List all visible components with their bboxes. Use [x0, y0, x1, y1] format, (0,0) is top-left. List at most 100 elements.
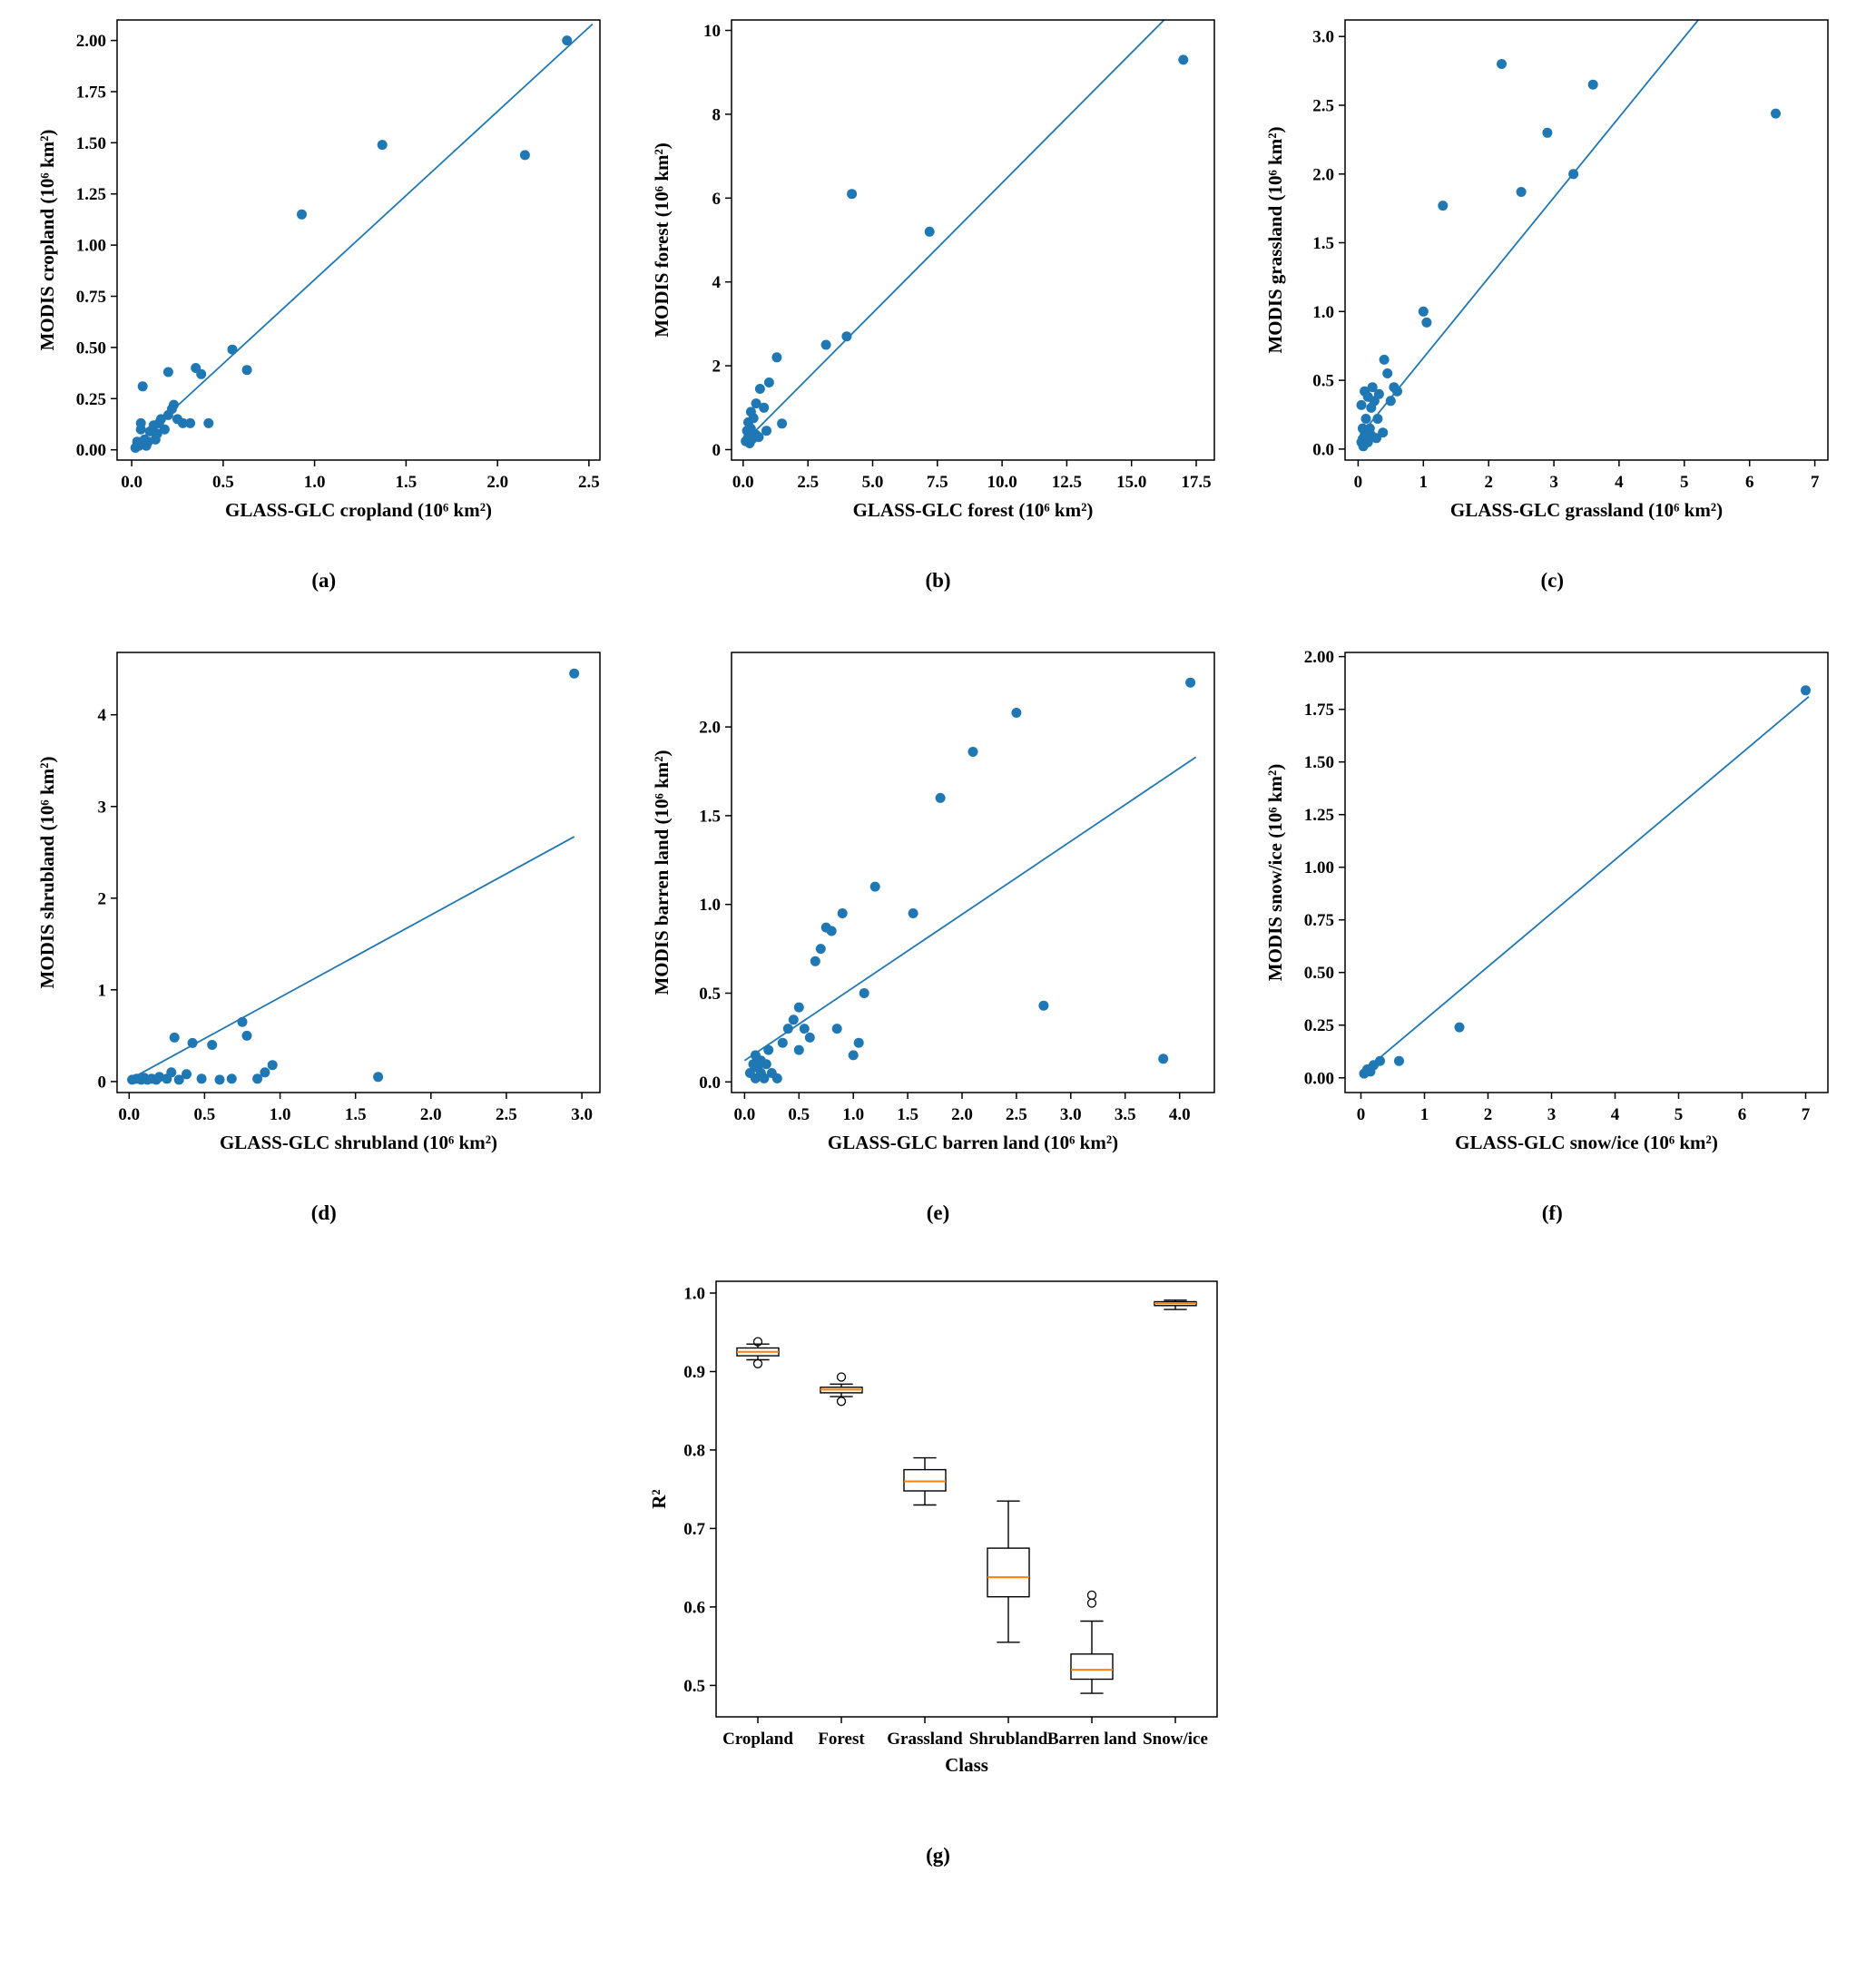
svg-text:0.5: 0.5	[1313, 372, 1335, 391]
svg-text:1.25: 1.25	[1304, 806, 1334, 825]
subplot-caption-c: (c)	[1540, 569, 1565, 592]
boxplot-row: 0.5 0.6 0.7 0.8 0.9 1.0 Cropland Forest Grasslan…	[0, 1269, 1876, 1867]
svg-text:0.0: 0.0	[732, 473, 753, 492]
svg-text:0.0: 0.0	[118, 1105, 140, 1124]
svg-text:3.0: 3.0	[1059, 1105, 1081, 1124]
subplot-r2-boxplot: 0.5 0.6 0.7 0.8 0.9 1.0 Cropland Forest Grasslan…	[643, 1269, 1233, 1867]
svg-text:GLASS-GLC forest (10⁶ km²): GLASS-GLC forest (10⁶ km²)	[852, 499, 1093, 521]
svg-text:7: 7	[1802, 1105, 1811, 1124]
subplot-caption-g: (g)	[926, 1844, 950, 1867]
svg-text:1.25: 1.25	[76, 185, 106, 204]
svg-text:2: 2	[97, 889, 106, 908]
svg-text:4: 4	[97, 706, 106, 725]
r2-boxplot: 0.5 0.6 0.7 0.8 0.9 1.0 Cropland Forest Grasslan…	[643, 1269, 1233, 1804]
svg-text:0.25: 0.25	[1304, 1016, 1334, 1035]
svg-text:0.5: 0.5	[699, 985, 721, 1004]
svg-text:0.5: 0.5	[193, 1105, 215, 1124]
svg-text:2.0: 2.0	[420, 1105, 442, 1124]
svg-text:0.0: 0.0	[121, 473, 142, 492]
svg-text:0.5: 0.5	[683, 1677, 705, 1696]
svg-text:2: 2	[1484, 1105, 1493, 1124]
svg-text:3: 3	[1547, 1105, 1557, 1124]
svg-text:1.0: 1.0	[303, 473, 325, 492]
svg-text:2.5: 2.5	[797, 473, 819, 492]
svg-text:12.5: 12.5	[1051, 473, 1081, 492]
svg-text:6: 6	[1745, 473, 1754, 492]
svg-text:R²: R²	[648, 1489, 670, 1508]
svg-text:0.5: 0.5	[788, 1105, 810, 1124]
svg-text:0: 0	[97, 1073, 106, 1092]
subplot-forest: 0.0 2.5 5.0 7.5 10.0 12.5 15.0 17.5 0 2 4 6 8 10 GLASS…	[648, 7, 1229, 593]
svg-text:2.0: 2.0	[699, 719, 721, 738]
svg-text:1.0: 1.0	[842, 1105, 864, 1124]
svg-text:1.00: 1.00	[1304, 858, 1334, 877]
svg-text:1.5: 1.5	[699, 807, 721, 826]
svg-text:0.75: 0.75	[76, 288, 106, 307]
svg-text:2.0: 2.0	[486, 473, 508, 492]
shrubland-scatter-plot: 0.0 0.5 1.0 1.5 2.0 2.5 3.0 0 1 2 3 4 GLASS-GLC shru…	[34, 640, 614, 1162]
svg-text:1.50: 1.50	[76, 134, 106, 153]
figure-panel: 0.0 0.5 1.0 1.5 2.0 2.5 0.00 0.25 0.50 0.75 1.00 1.…	[0, 7, 1876, 1867]
svg-text:0: 0	[1357, 1105, 1366, 1124]
svg-text:0.0: 0.0	[733, 1105, 755, 1124]
svg-text:7: 7	[1811, 473, 1820, 492]
svg-text:0.7: 0.7	[683, 1520, 705, 1539]
svg-text:Forest: Forest	[818, 1730, 865, 1749]
subplot-caption-d: (d)	[310, 1201, 337, 1224]
svg-text:4: 4	[1611, 1105, 1620, 1124]
svg-text:4.0: 4.0	[1168, 1105, 1190, 1124]
subplot-caption-a: (a)	[311, 569, 337, 592]
svg-text:0.5: 0.5	[212, 473, 234, 492]
svg-text:5: 5	[1680, 473, 1689, 492]
svg-text:2.5: 2.5	[1313, 97, 1335, 116]
svg-text:MODIS snow/ice (10⁶ km²): MODIS snow/ice (10⁶ km²)	[1264, 764, 1286, 982]
svg-text:GLASS-GLC snow/ice (10⁶ km²): GLASS-GLC snow/ice (10⁶ km²)	[1455, 1132, 1718, 1153]
svg-text:2.5: 2.5	[496, 1105, 517, 1124]
svg-text:0.8: 0.8	[683, 1441, 705, 1460]
svg-text:17.5: 17.5	[1181, 473, 1211, 492]
svg-text:1.5: 1.5	[897, 1105, 918, 1124]
svg-text:1.75: 1.75	[76, 83, 106, 103]
svg-text:1.0: 1.0	[683, 1285, 705, 1304]
svg-text:2: 2	[1485, 473, 1494, 492]
svg-text:4: 4	[712, 273, 721, 292]
barren-land-scatter-plot: 0.0 0.5 1.0 1.5 2.0 2.5 3.0 3.5 4.0 0.0 0.5 1.0 1.5 2…	[648, 640, 1229, 1162]
svg-text:3.0: 3.0	[571, 1105, 593, 1124]
svg-text:MODIS cropland (10⁶ km²): MODIS cropland (10⁶ km²)	[36, 130, 58, 351]
svg-text:Cropland: Cropland	[722, 1730, 793, 1749]
svg-text:2.0: 2.0	[1313, 165, 1335, 184]
svg-text:0.25: 0.25	[76, 390, 106, 409]
svg-text:10: 10	[703, 22, 721, 41]
svg-text:3.0: 3.0	[1313, 28, 1335, 47]
svg-text:0: 0	[712, 441, 721, 460]
svg-text:GLASS-GLC cropland (10⁶ km²): GLASS-GLC cropland (10⁶ km²)	[225, 499, 492, 521]
svg-text:1: 1	[1420, 1105, 1429, 1124]
snow-ice-scatter-plot: 0 1 2 3 4 5 6 7 0.00 0.25 0.50 0.75 1.00 1.25 1.50 1.75…	[1262, 640, 1842, 1162]
svg-text:0: 0	[1354, 473, 1363, 492]
svg-text:3.5: 3.5	[1114, 1105, 1135, 1124]
svg-text:2.0: 2.0	[951, 1105, 973, 1124]
svg-text:3: 3	[97, 798, 106, 817]
scatter-row-2: 0.0 0.5 1.0 1.5 2.0 2.5 3.0 0 1 2 3 4 GLASS-GLC shru…	[0, 640, 1876, 1225]
svg-text:MODIS barren land (10⁶ km²): MODIS barren land (10⁶ km²)	[651, 750, 673, 995]
svg-text:8: 8	[712, 105, 721, 124]
svg-text:1: 1	[1419, 473, 1429, 492]
svg-text:6: 6	[1738, 1105, 1747, 1124]
svg-text:Class: Class	[945, 1754, 988, 1776]
svg-text:7.5: 7.5	[926, 473, 948, 492]
svg-text:1.5: 1.5	[395, 473, 417, 492]
svg-text:MODIS grassland (10⁶ km²): MODIS grassland (10⁶ km²)	[1264, 126, 1286, 353]
svg-text:1.0: 1.0	[699, 896, 721, 915]
subplot-grassland: 0 1 2 3 4 5 6 7 0.0 0.5 1.0 1.5 2.0 2.5 3.0 GLASS-GLC g…	[1262, 7, 1842, 593]
svg-text:3: 3	[1550, 473, 1559, 492]
svg-text:2.00: 2.00	[1304, 648, 1334, 667]
svg-text:10.0: 10.0	[987, 473, 1017, 492]
svg-text:Barren land: Barren land	[1046, 1730, 1136, 1749]
svg-text:15.0: 15.0	[1116, 473, 1146, 492]
subplot-caption-b: (b)	[925, 569, 951, 592]
svg-text:2.5: 2.5	[1006, 1105, 1027, 1124]
svg-text:4: 4	[1615, 473, 1624, 492]
svg-text:1.5: 1.5	[1313, 234, 1335, 253]
svg-text:0.0: 0.0	[699, 1073, 721, 1093]
svg-text:Shrubland: Shrubland	[968, 1730, 1047, 1749]
